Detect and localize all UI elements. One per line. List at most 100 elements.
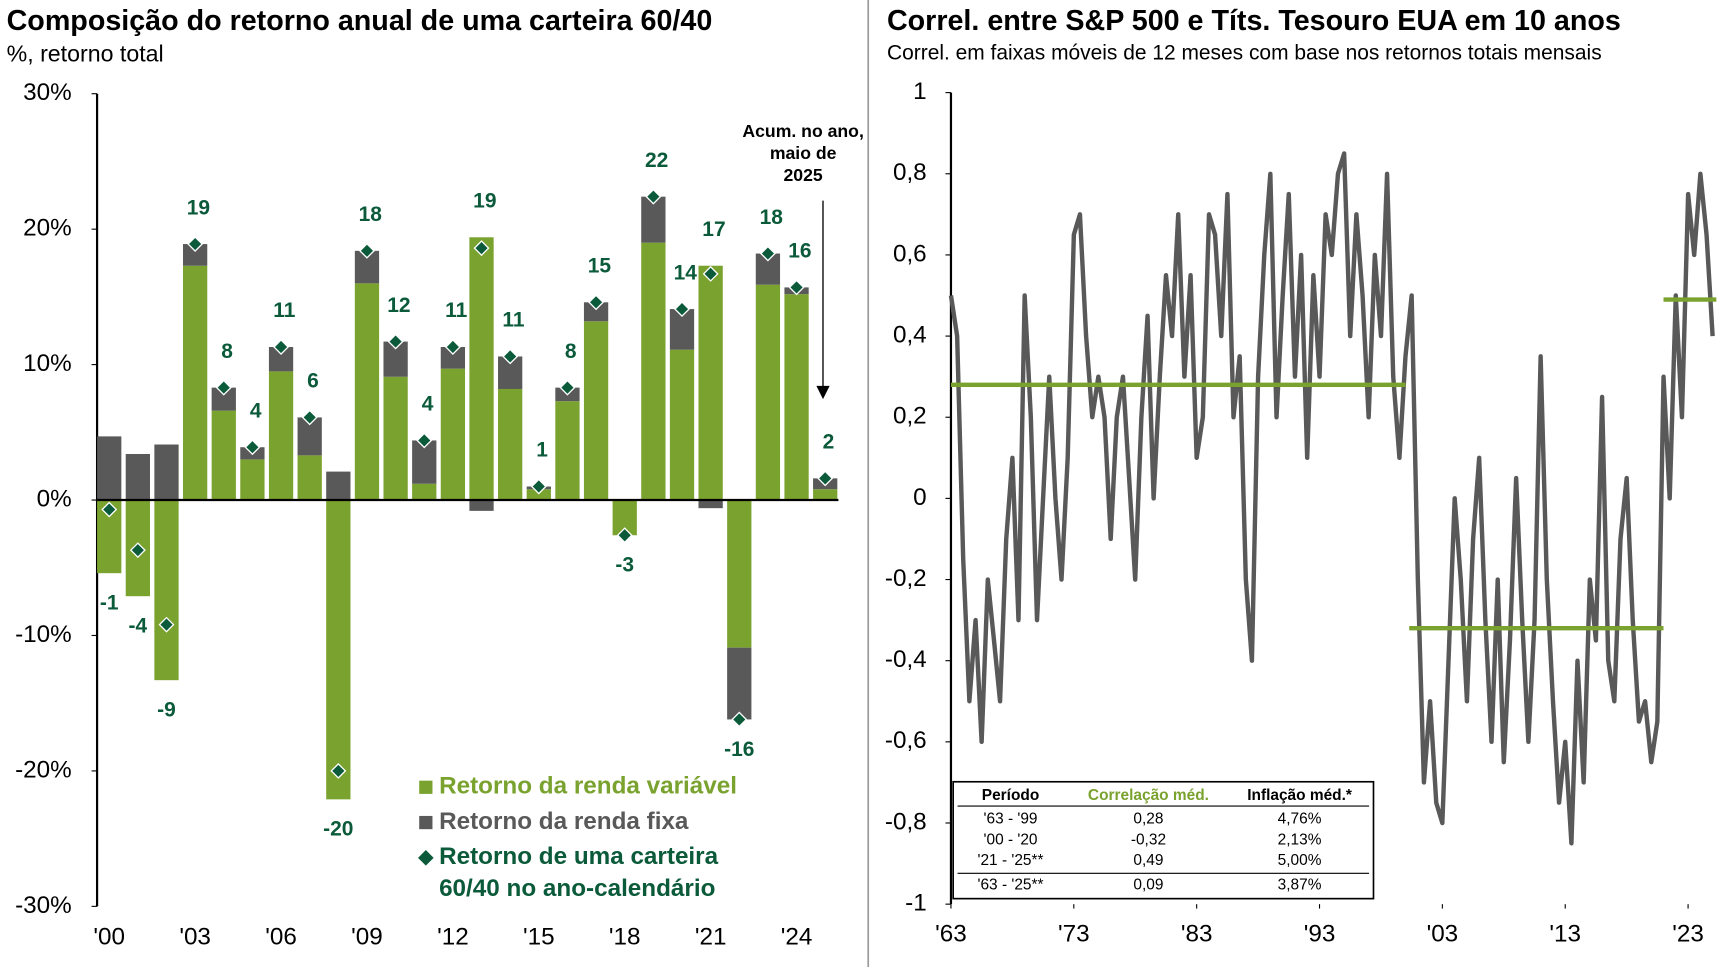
data-label: 4: [422, 393, 434, 416]
bar-segment: [383, 376, 408, 501]
table-cell: '21 - '25**: [978, 852, 1044, 869]
table-cell: 0,09: [1133, 876, 1163, 893]
bar-segment: [498, 388, 523, 501]
total-marker: [273, 339, 290, 355]
data-label: 11: [273, 299, 295, 322]
y-tick-label: 1: [913, 78, 927, 105]
total-marker: [359, 242, 375, 259]
data-label: 1: [536, 439, 548, 462]
total-marker: [530, 478, 547, 495]
bar-segment: [555, 401, 580, 501]
x-tick-label: '24: [781, 924, 813, 951]
bar-segment: [641, 242, 666, 501]
data-label: -16: [724, 738, 754, 761]
bar-segment: [698, 500, 723, 509]
total-marker: [244, 439, 261, 456]
total-marker: [158, 616, 175, 633]
y-tick-label: -0,6: [885, 727, 927, 754]
y-tick-label: 30%: [23, 79, 72, 106]
y-tick-label: 0%: [37, 485, 72, 512]
total-marker: [129, 542, 146, 559]
bar-segment: [154, 500, 179, 681]
bar-segment: [469, 500, 494, 511]
total-marker: [817, 470, 834, 487]
data-label: 19: [187, 196, 210, 219]
table-cell: -0,32: [1131, 831, 1166, 848]
legend-label: Retorno da renda fixa: [439, 808, 689, 835]
annotation: Acum. no ano,: [742, 121, 863, 141]
total-marker: [387, 333, 404, 350]
x-tick-label: '15: [523, 924, 555, 951]
bar-segment: [784, 294, 809, 501]
total-marker: [731, 711, 748, 728]
y-tick-label: 10%: [23, 350, 72, 377]
bar-segment: [125, 453, 150, 501]
bar-segment: [326, 500, 351, 800]
total-marker: [502, 348, 519, 365]
chart-subtitle: Correl. em faixas móveis de 12 meses com…: [887, 42, 1602, 65]
table-cell: '00 - '20: [984, 831, 1038, 848]
total-marker: [588, 294, 605, 311]
x-tick-label: '06: [265, 924, 297, 951]
bar-segment: [813, 489, 838, 501]
data-label: -1: [100, 592, 119, 615]
y-tick-label: -0,2: [885, 565, 927, 592]
bar-segment: [297, 455, 322, 501]
bar-segment: [698, 265, 723, 501]
bar-segment: [211, 410, 236, 501]
total-marker: [788, 279, 805, 296]
bar-segment: [727, 647, 752, 720]
table-header: Correlação méd.: [1088, 787, 1209, 804]
legend-swatch: [418, 850, 434, 866]
bar-segment: [755, 284, 781, 501]
x-tick-label: '93: [1304, 920, 1336, 947]
data-label: 17: [702, 218, 725, 241]
bar-segment: [182, 244, 208, 266]
table-cell: 4,76%: [1278, 810, 1322, 827]
y-tick-label: -20%: [15, 756, 72, 783]
annotation: maio de: [770, 143, 837, 163]
table-cell: 2,13%: [1278, 831, 1322, 848]
bar-segment: [583, 302, 609, 322]
legend-swatch: [419, 780, 433, 794]
total-marker: [330, 762, 347, 779]
total-marker: [645, 188, 662, 205]
legend-swatch: [419, 815, 433, 830]
bar-segment: [211, 387, 236, 411]
x-tick-label: '09: [351, 924, 383, 951]
y-tick-label: -30%: [15, 892, 72, 919]
bar-segment: [354, 283, 380, 501]
data-label: 16: [788, 240, 811, 263]
data-label: 8: [221, 340, 233, 363]
data-label: -20: [323, 818, 353, 841]
data-label: 11: [445, 299, 467, 322]
data-label: 11: [502, 309, 524, 332]
total-marker: [559, 379, 576, 396]
legend-label: Retorno da renda variável: [439, 773, 737, 800]
bar-segment: [440, 368, 466, 501]
table-cell: '63 - '25**: [978, 876, 1044, 893]
chart-title: Correl. entre S&P 500 e Títs. Tesouro EU…: [887, 5, 1621, 37]
chart-title: Composição do retorno anual de uma carte…: [7, 5, 713, 37]
total-marker: [759, 245, 776, 262]
bar-segment: [440, 346, 466, 369]
y-tick-label: 0,2: [893, 403, 927, 430]
x-tick-label: '03: [1427, 920, 1459, 947]
bar-segment: [182, 265, 208, 501]
bar-segment: [97, 436, 122, 501]
data-label: 18: [760, 206, 783, 229]
total-marker: [473, 240, 490, 257]
table-cell: 3,87%: [1278, 876, 1322, 893]
chart-subtitle: %, retorno total: [7, 41, 164, 67]
table-cell: 0,49: [1133, 852, 1163, 869]
data-label: 19: [473, 190, 496, 213]
total-marker: [616, 527, 633, 544]
table-header: Inflação méd.*: [1247, 787, 1352, 804]
x-tick-label: '73: [1058, 920, 1090, 947]
table-cell: '63 - '99: [984, 810, 1038, 827]
table-header: Período: [982, 787, 1039, 804]
bar-segment: [669, 349, 695, 501]
bar-segment: [412, 483, 437, 501]
x-tick-label: '23: [1672, 920, 1704, 947]
y-tick-label: -0,8: [885, 808, 927, 835]
